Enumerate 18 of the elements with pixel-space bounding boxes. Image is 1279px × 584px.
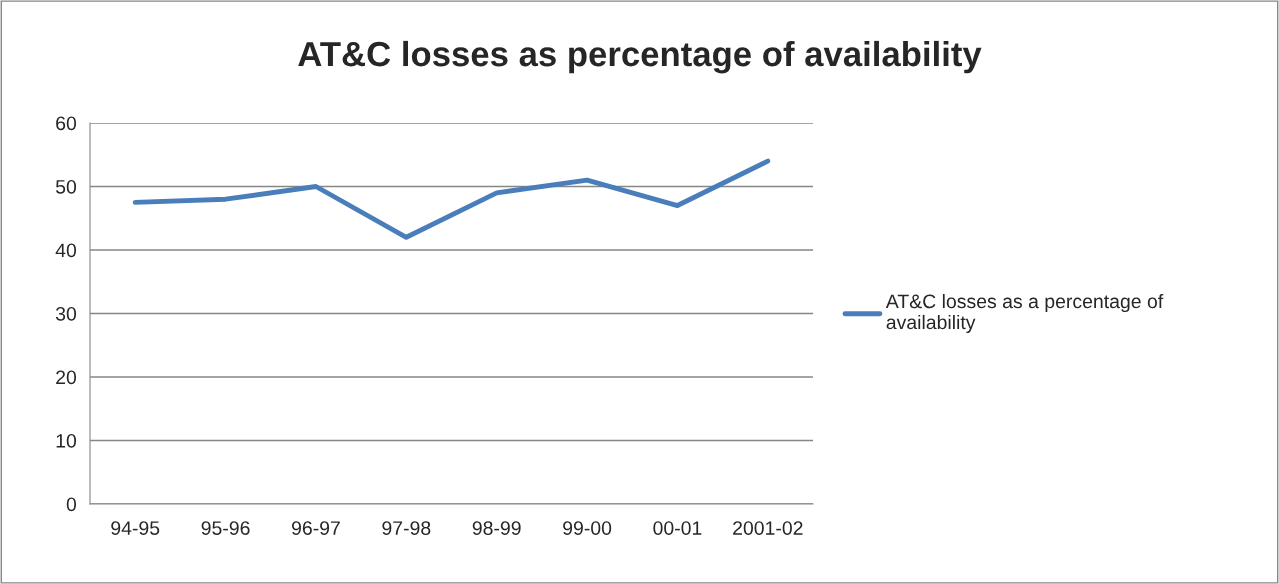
y-tick-label: 40 [55, 243, 77, 258]
y-tick-label: 10 [56, 433, 77, 448]
x-tick-label: 99-00 [563, 521, 612, 535]
x-tick-label: 97-98 [382, 521, 431, 535]
x-tick-label: 2001-02 [733, 521, 803, 535]
x-tick-label: 95-96 [201, 521, 250, 535]
chart-title: AT&C losses as percentage of availability [298, 40, 982, 74]
line-series [132, 158, 771, 240]
y-tick-label: 0 [66, 497, 77, 512]
x-tick-label: 98-99 [472, 521, 521, 535]
x-tick-label: 94-95 [111, 521, 160, 535]
y-tick-label: 50 [55, 179, 77, 194]
x-tick-label: 96-97 [291, 521, 340, 535]
x-tick-label: 00-01 [653, 521, 702, 535]
y-tick-label: 20 [56, 370, 77, 385]
y-tick-label: 30 [55, 306, 77, 321]
y-tick-label: 60 [56, 116, 77, 131]
legend-label: AT&C losses as a percentage of availability [885, 293, 1164, 334]
